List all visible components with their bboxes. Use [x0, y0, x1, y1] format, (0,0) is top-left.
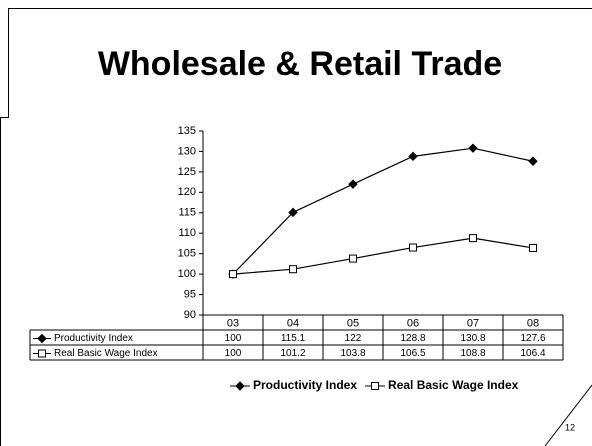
marker [529, 243, 537, 252]
y-tick-label: 100 [178, 268, 196, 280]
page-number: 12 [565, 422, 575, 432]
marker [528, 156, 538, 166]
table-cell: 100 [225, 348, 242, 359]
row-label: Productivity Index [54, 333, 133, 344]
legend-label: Productivity Index [253, 378, 357, 392]
table-cell: 101.2 [280, 348, 305, 359]
marker [409, 243, 417, 252]
table-cell: 130.8 [460, 333, 485, 344]
y-tick-label: 115 [178, 207, 196, 219]
y-tick-label: 110 [178, 227, 196, 239]
table-cell: 106.4 [520, 348, 545, 359]
table-cell: 103.8 [340, 348, 365, 359]
marker [288, 207, 298, 218]
table-cell: 100 [225, 333, 242, 344]
x-tick-label: 03 [227, 317, 239, 329]
y-tick-label: 130 [178, 145, 196, 157]
y-tick-label: 95 [184, 288, 196, 300]
x-tick-label: 04 [287, 317, 299, 329]
marker [469, 234, 477, 243]
table-cell: 127.6 [520, 333, 545, 344]
marker [468, 143, 478, 153]
marker [408, 151, 418, 162]
row-label: Real Basic Wage Index [54, 348, 158, 359]
table-cell: 128.8 [400, 333, 425, 344]
table-cell: 108.8 [460, 348, 485, 359]
series-line [232, 237, 534, 275]
marker [289, 265, 297, 274]
y-tick-label: 125 [178, 166, 196, 178]
table-cell: 122 [345, 333, 362, 344]
x-tick-label: 08 [527, 317, 539, 329]
chart-title: Wholesale & Retail Trade [98, 45, 502, 83]
marker [38, 349, 46, 358]
y-tick-label: 90 [184, 309, 196, 321]
data-table [29, 314, 564, 361]
marker [349, 254, 357, 263]
marker [229, 270, 237, 279]
table-cell: 106.5 [400, 348, 425, 359]
slide-frame [0, 8, 592, 446]
x-tick-label: 06 [407, 317, 419, 329]
y-tick-label: 105 [178, 248, 196, 260]
table-cell: 115.1 [281, 333, 306, 344]
x-tick-label: 05 [347, 317, 359, 329]
y-tick-label: 120 [178, 186, 196, 198]
y-tick-label: 135 [178, 125, 196, 137]
legend-label: Real Basic Wage Index [388, 378, 519, 392]
series-line [232, 147, 534, 275]
marker [371, 382, 380, 390]
marker [348, 179, 358, 189]
marker [37, 333, 47, 344]
marker [235, 381, 245, 391]
x-tick-label: 07 [467, 317, 479, 329]
